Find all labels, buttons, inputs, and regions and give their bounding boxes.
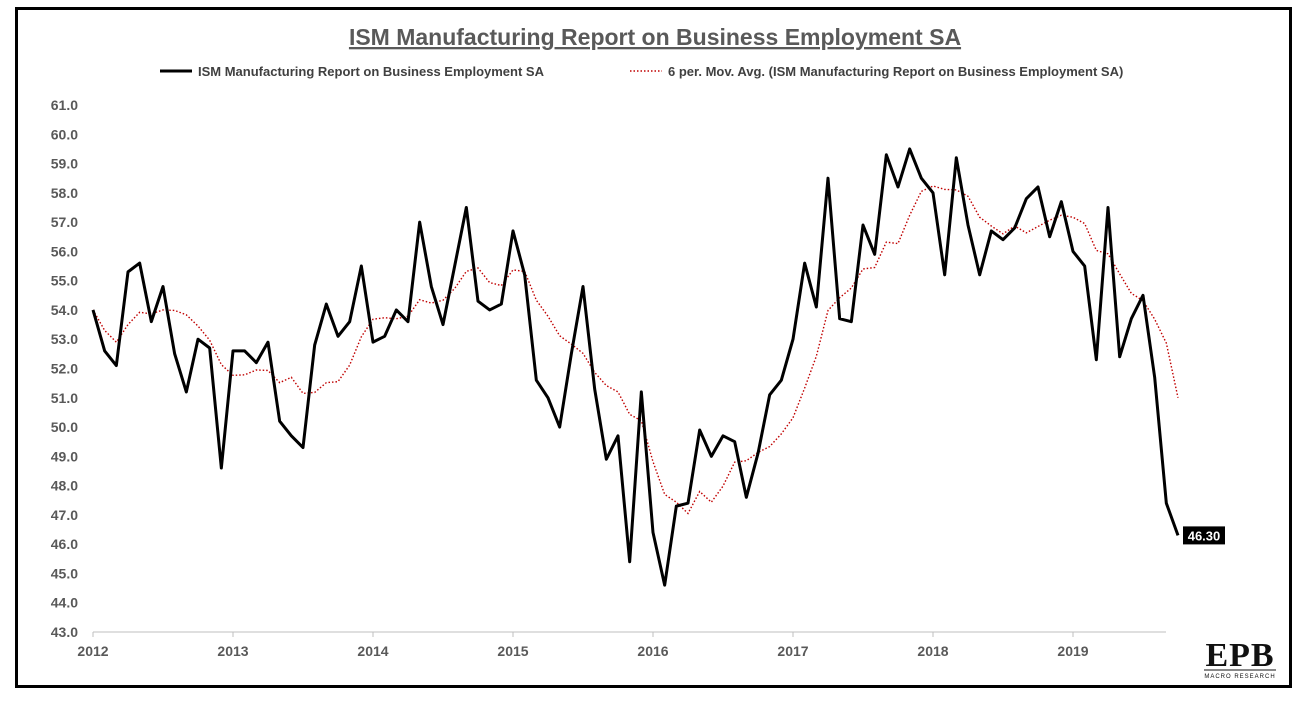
y-tick-label: 56.0 [51, 243, 78, 259]
legend: ISM Manufacturing Report on Business Emp… [160, 64, 1123, 79]
x-tick-label: 2017 [777, 643, 808, 659]
y-tick-label: 48.0 [51, 478, 78, 494]
epb-logo: EPB MACRO RESEARCH [1204, 637, 1276, 680]
y-axis: 43.0 44.0 45.0 46.0 47.0 48.0 49.0 50.0 51.0 52.0… [51, 97, 78, 640]
y-tick-label: 61.0 [51, 97, 78, 113]
y-tick-label: 60.0 [51, 126, 78, 142]
y-tick-label: 57.0 [51, 214, 78, 230]
y-tick-label: 49.0 [51, 448, 78, 464]
y-tick-label: 54.0 [51, 302, 78, 318]
series-line-moving-average [92, 185, 1179, 515]
end-value-label: 46.30 [1183, 526, 1225, 545]
y-tick-label: 52.0 [51, 361, 78, 377]
y-tick-label: 55.0 [51, 273, 78, 289]
y-tick-label: 47.0 [51, 507, 78, 523]
x-tick-label: 2018 [917, 643, 948, 659]
logo-epb: EPB [1205, 637, 1274, 674]
series-layer [91, 147, 1180, 587]
legend-label-series-2: 6 per. Mov. Avg. (ISM Manufacturing Repo… [668, 64, 1123, 79]
y-tick-label: 53.0 [51, 331, 78, 347]
x-tick-label: 2019 [1057, 643, 1088, 659]
end-value-label-bg [1183, 526, 1225, 545]
series-line-ism-employment [91, 147, 1180, 587]
x-tick-label: 2012 [77, 643, 108, 659]
y-tick-label: 50.0 [51, 419, 78, 435]
chart-frame: ISM Manufacturing Report on Business Emp… [15, 7, 1292, 688]
chart-svg: ISM Manufacturing Report on Business Emp… [51, 24, 1276, 680]
end-value-label-text: 46.30 [1188, 528, 1221, 543]
y-tick-label: 44.0 [51, 595, 78, 611]
x-axis: 2012 2013 2014 2015 2016 2017 2018 2019 [77, 631, 1166, 659]
y-tick-label: 58.0 [51, 185, 78, 201]
legend-label-series-1: ISM Manufacturing Report on Business Emp… [198, 64, 545, 79]
y-tick-label: 43.0 [51, 624, 78, 640]
y-tick-label: 45.0 [51, 565, 78, 581]
logo-subtitle: MACRO RESEARCH [1204, 674, 1275, 680]
x-tick-label: 2016 [637, 643, 668, 659]
y-tick-label: 51.0 [51, 390, 78, 406]
x-tick-label: 2015 [497, 643, 528, 659]
y-tick-label: 46.0 [51, 536, 78, 552]
x-tick-label: 2014 [357, 643, 388, 659]
chart-title: ISM Manufacturing Report on Business Emp… [349, 24, 961, 50]
x-tick-label: 2013 [217, 643, 248, 659]
y-tick-label: 59.0 [51, 156, 78, 172]
